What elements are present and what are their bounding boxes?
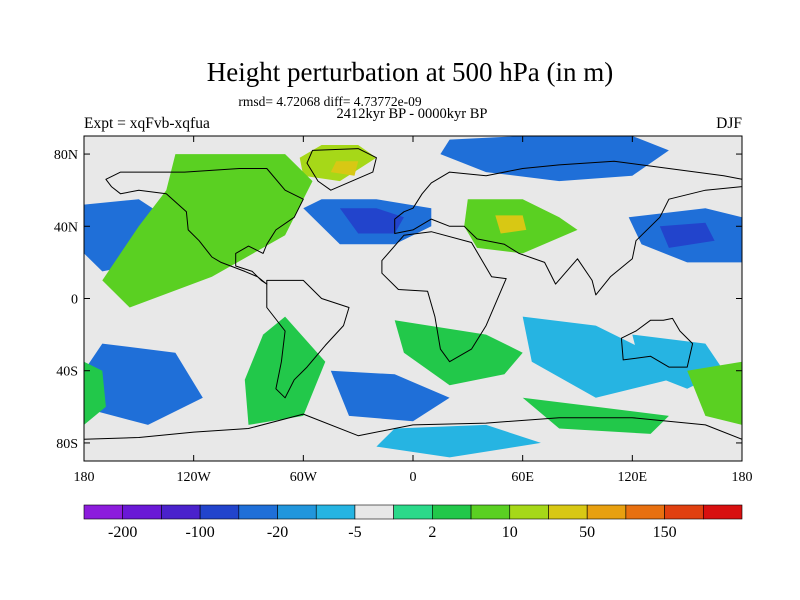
colorbar-swatch (509, 504, 549, 520)
anomaly-region-south-pacific-high-west (84, 361, 106, 425)
colorbar-swatch (586, 504, 627, 520)
map-plot: 180 120W 60W 0 60E 120E 180 80N 40N 0 40S 80S (54, 135, 753, 485)
period-label: 2412kyr BP - 0000kyr BP (337, 106, 488, 122)
anomaly-region-north-pacific-low-core (659, 222, 715, 248)
anomaly-region-north-atlantic-low-core (339, 208, 404, 234)
x-tick-label: 60E (511, 470, 534, 485)
colorbar-swatch (432, 504, 472, 520)
y-tick-label: 80S (56, 437, 78, 452)
y-axis: 80N 40N 0 40S 80S (54, 148, 742, 452)
anomaly-region-south-africa-high (394, 320, 523, 386)
colorbar-label: 2 (428, 524, 436, 541)
chart-title: Height perturbation at 500 hPa (in m) (207, 57, 613, 87)
coastline-greenland (306, 148, 377, 191)
x-tick-label: 60W (290, 470, 318, 485)
colorbar-label: -200 (108, 524, 137, 541)
y-tick-label: 0 (71, 293, 78, 308)
x-tick-label: 120W (177, 470, 212, 485)
anomaly-region-south-atlantic-high (244, 316, 326, 425)
y-tick-label: 80N (54, 148, 78, 163)
colorbar-swatch (470, 504, 511, 520)
colorbar-label: -5 (348, 524, 361, 541)
anomaly-region-indian-ocean-low (522, 316, 669, 398)
colorbar-swatch (122, 504, 162, 520)
anomaly-region-arctic-siberia-low (440, 136, 669, 182)
stats-label: rmsd= 4.72068 diff= 4.73772e-09 (238, 94, 422, 109)
colorbar-label: -20 (267, 524, 288, 541)
colorbar-swatch (354, 504, 394, 520)
x-tick-label: 120E (618, 470, 648, 485)
colorbar-label: 10 (502, 524, 518, 541)
x-tick-label: 180 (732, 470, 753, 485)
colorbar-swatch (702, 504, 743, 520)
colorbar-swatch (548, 504, 588, 520)
colorbar-label: 50 (579, 524, 595, 541)
y-tick-label: 40S (56, 365, 78, 380)
anomaly-region-dateline-south-high (687, 361, 742, 425)
coastline-africa (381, 231, 507, 363)
anomaly-region-south-pacific-low (84, 343, 203, 425)
coastline-south-america (266, 279, 350, 399)
anomaly-region-antarctic-low (376, 424, 541, 458)
colorbar-swatch (199, 504, 240, 520)
x-tick-label: 0 (410, 470, 417, 485)
anomaly-region-north-america-high (102, 154, 313, 308)
x-tick-label: 180 (74, 470, 95, 485)
experiment-label: Expt = xqFvb-xqfua (84, 115, 210, 132)
anomaly-fields (84, 136, 742, 458)
colorbar-swatch (83, 504, 124, 520)
coastline-north-america (105, 168, 304, 285)
anomaly-region-southern-indian-high (522, 397, 669, 434)
coastline-eurasia (394, 160, 742, 296)
anomaly-region-eurasia-high-core (495, 215, 527, 234)
colorbar-swatch (393, 504, 433, 520)
x-axis: 180 120W 60W 0 60E 120E 180 (74, 136, 753, 485)
coastlines (84, 148, 742, 461)
coastline-antarctica (84, 413, 742, 461)
colorbar-swatch (625, 504, 665, 520)
y-tick-label: 40N (54, 220, 78, 235)
colorbar-swatch (315, 504, 356, 520)
season-label: DJF (716, 115, 742, 132)
colorbar-swatch (161, 504, 201, 520)
colorbar-swatch (277, 504, 317, 520)
colorbar-swatch (238, 504, 278, 520)
colorbar-label: 150 (653, 524, 677, 541)
coastline-australia (620, 317, 694, 368)
colorbar-swatch (664, 504, 704, 520)
colorbar: -200 -100 -20 -5 2 10 50 150 (83, 504, 743, 541)
anomaly-region-greenland-high-core (330, 161, 359, 176)
colorbar-label: -100 (185, 524, 214, 541)
anomaly-region-southern-ocean-low (330, 370, 450, 422)
